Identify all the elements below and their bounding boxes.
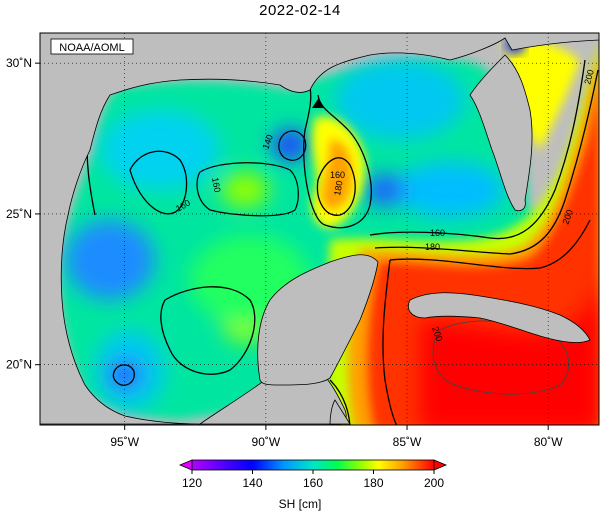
credit-box: NOAA/AOML	[50, 38, 134, 55]
contour-180-stream	[374, 69, 599, 255]
lon-tick-label: 95˚W	[110, 435, 139, 449]
contour-160-loopcurrent	[303, 71, 372, 229]
colorbar-max-arrow-icon	[433, 459, 448, 471]
gridlines	[40, 33, 599, 425]
land-masses	[40, 33, 599, 425]
colorbar-tick-label: 200	[424, 476, 444, 490]
contour-160-south	[160, 286, 256, 375]
credit-label: NOAA/AOML	[59, 42, 124, 54]
colorbar-tick-label: 140	[242, 476, 262, 490]
contour-140-eddy	[278, 130, 307, 161]
lat-tick-label: 30˚N	[6, 56, 32, 70]
contour-label: 160	[430, 228, 445, 238]
colorbar-min-arrow-icon	[178, 459, 193, 471]
land-florida	[469, 54, 533, 212]
lon-tick-label: 80˚W	[534, 435, 563, 449]
contour-lines	[86, 59, 599, 425]
contour-label: 180	[332, 180, 344, 197]
plot-area: 140 160 160 160 180 160 180 200 200 200	[40, 33, 599, 425]
sea-height-field	[60, 36, 599, 425]
land-cuba	[408, 292, 591, 343]
contour-label: 200	[582, 68, 596, 85]
map-title: 2022-02-14	[259, 2, 341, 19]
contour-160-loop	[129, 150, 188, 215]
land-yucatan	[257, 254, 379, 386]
contour-label: 160	[330, 170, 345, 180]
axes: 95˚W 90˚W 85˚W 80˚W 30˚N 25˚N 20˚N	[6, 56, 563, 449]
land-us-mexico	[40, 33, 599, 425]
colorbar-tick-label: 160	[303, 476, 323, 490]
colorbar: 120 140 160 180 200	[178, 459, 448, 490]
float-triangle-icon	[312, 99, 324, 108]
colorbar-tick-label: 120	[182, 476, 202, 490]
contour-label: 160	[210, 177, 222, 194]
land-central-america	[329, 399, 351, 425]
map-frame	[39, 32, 600, 426]
contour-180-yucatan	[329, 379, 351, 425]
lat-tick-label: 20˚N	[6, 358, 32, 372]
contour-label: 200	[430, 325, 445, 343]
colorbar-ticks: 120 140 160 180 200	[182, 470, 444, 490]
contour-180-loopcurrent	[316, 157, 356, 216]
contour-label: 140	[260, 133, 275, 151]
lat-tick-label: 25˚N	[6, 207, 32, 221]
contour-200-west	[382, 259, 398, 425]
contour-label: 200	[560, 208, 575, 226]
colorbar-label: SH [cm]	[278, 497, 322, 511]
contour-160-center	[196, 162, 299, 217]
contour-200-north	[389, 219, 591, 270]
contour-160-stream	[369, 59, 586, 240]
lon-tick-label: 90˚W	[252, 435, 281, 449]
credit-background	[50, 38, 134, 55]
lon-tick-label: 85˚W	[393, 435, 422, 449]
colorbar-gradient	[191, 459, 435, 471]
contour-label: 180	[425, 242, 440, 252]
colorbar-tick-label: 180	[363, 476, 383, 490]
contour-140-southwest	[112, 364, 135, 386]
